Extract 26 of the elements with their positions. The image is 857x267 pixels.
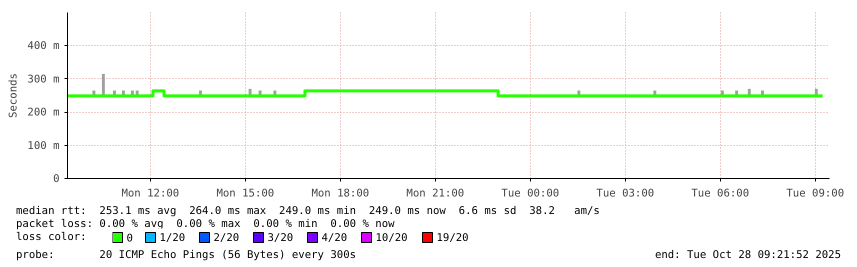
- text: probe: 20 ICMP Echo Pings (56 Bytes) every 300s: [16, 248, 356, 262]
- legend-label: 2/20: [214, 231, 240, 244]
- x-tick-label: Mon 21:00: [406, 186, 464, 200]
- x-tick-label: Tue 09:00: [786, 186, 844, 200]
- x-tick-label: Mon 18:00: [311, 186, 370, 200]
- y-tick-label: 200 m: [27, 106, 60, 119]
- legend-title: loss color:: [16, 230, 87, 245]
- legend-label: 19/20: [436, 231, 469, 244]
- x-tick-label: Tue 06:00: [691, 186, 750, 200]
- legend-label: 0: [126, 232, 133, 244]
- legend-label: 1/20: [160, 231, 186, 244]
- text: packet loss: 0.00 % avg 0.00 % max 0.00 % min 0.00 % now: [16, 217, 395, 230]
- legend-label: 3/20: [268, 231, 294, 244]
- y-tick-label: 100 m: [27, 138, 60, 152]
- x-tick-label: Mon 15:00: [216, 186, 274, 200]
- legend-label: 10/20: [376, 231, 408, 244]
- x-tick-label: Tue 03:00: [596, 186, 654, 200]
- text: median rtt: 253.1 ms avg 264.0 ms max 249.0 ms min 249.0 ms now 6.6 ms sd 38.2 am/s: [16, 204, 600, 217]
- y-tick-label: 300 m: [27, 72, 60, 86]
- x-tick-label: Mon 12:00: [121, 186, 180, 200]
- text: end: Tue Oct 28 09:21:52 2025: [654, 248, 841, 262]
- y-tick-label: 400 m: [27, 39, 60, 52]
- legend-label: 4/20: [322, 231, 348, 244]
- y-tick-label: 0: [53, 172, 60, 185]
- x-tick-label: Tue 00:00: [501, 186, 560, 200]
- y-axis-title: Seconds: [6, 73, 20, 118]
